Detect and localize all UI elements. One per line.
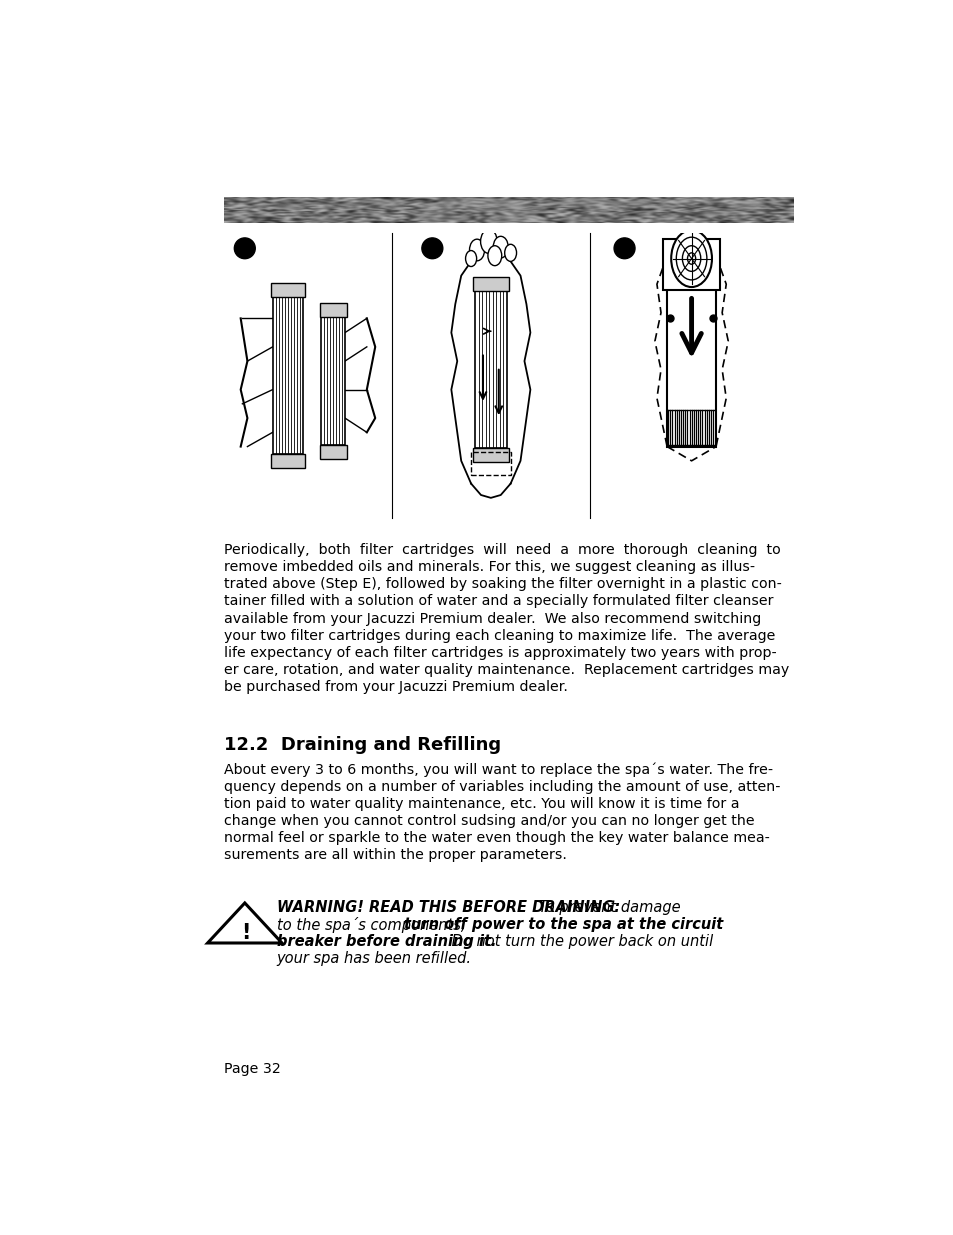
Text: surements are all within the proper parameters.: surements are all within the proper para… (224, 848, 566, 862)
Text: breaker before draining it.: breaker before draining it. (276, 934, 496, 948)
Text: To prevent damage: To prevent damage (534, 900, 679, 915)
Text: your two filter cartridges during each cleaning to maximize life.  The average: your two filter cartridges during each c… (224, 629, 775, 642)
Text: life expectancy of each filter cartridges is approximately two years with prop-: life expectancy of each filter cartridge… (224, 646, 776, 659)
Text: turn off power to the spa at the circuit: turn off power to the spa at the circuit (404, 916, 723, 932)
Circle shape (421, 238, 442, 258)
Text: quency depends on a number of variables including the amount of use, atten-: quency depends on a number of variables … (224, 779, 780, 794)
Text: About every 3 to 6 months, you will want to replace the spa´s water. The fre-: About every 3 to 6 months, you will want… (224, 762, 772, 777)
Text: tainer filled with a solution of water and a specially formulated filter cleanse: tainer filled with a solution of water a… (224, 594, 773, 609)
Text: remove imbedded oils and minerals. For this, we suggest cleaning as illus-: remove imbedded oils and minerals. For t… (224, 561, 754, 574)
Text: change when you cannot control sudsing and/or you can no longer get the: change when you cannot control sudsing a… (224, 814, 754, 827)
Text: your spa has been refilled.: your spa has been refilled. (276, 951, 471, 966)
Circle shape (614, 238, 635, 258)
Text: normal feel or sparkle to the water even though the key water balance mea-: normal feel or sparkle to the water even… (224, 831, 769, 845)
Text: tion paid to water quality maintenance, etc. You will know it is time for a: tion paid to water quality maintenance, … (224, 797, 739, 810)
Text: er care, rotation, and water quality maintenance.  Replacement cartridges may: er care, rotation, and water quality mai… (224, 663, 788, 677)
Text: to the spa´s components,: to the spa´s components, (276, 916, 469, 932)
Text: available from your Jacuzzi Premium dealer.  We also recommend switching: available from your Jacuzzi Premium deal… (224, 611, 760, 626)
Text: !: ! (241, 923, 250, 942)
Text: Periodically,  both  filter  cartridges  will  need  a  more  thorough  cleaning: Periodically, both filter cartridges wil… (224, 543, 780, 557)
Text: Do not turn the power back on until: Do not turn the power back on until (447, 934, 713, 948)
Text: 12.2  Draining and Refilling: 12.2 Draining and Refilling (224, 736, 500, 753)
Text: be purchased from your Jacuzzi Premium dealer.: be purchased from your Jacuzzi Premium d… (224, 680, 567, 694)
Text: trated above (Step E), followed by soaking the filter overnight in a plastic con: trated above (Step E), followed by soaki… (224, 578, 781, 592)
Text: WARNING! READ THIS BEFORE DRAINING:: WARNING! READ THIS BEFORE DRAINING: (276, 900, 619, 915)
Text: Page 32: Page 32 (224, 1062, 280, 1076)
Circle shape (234, 238, 255, 258)
